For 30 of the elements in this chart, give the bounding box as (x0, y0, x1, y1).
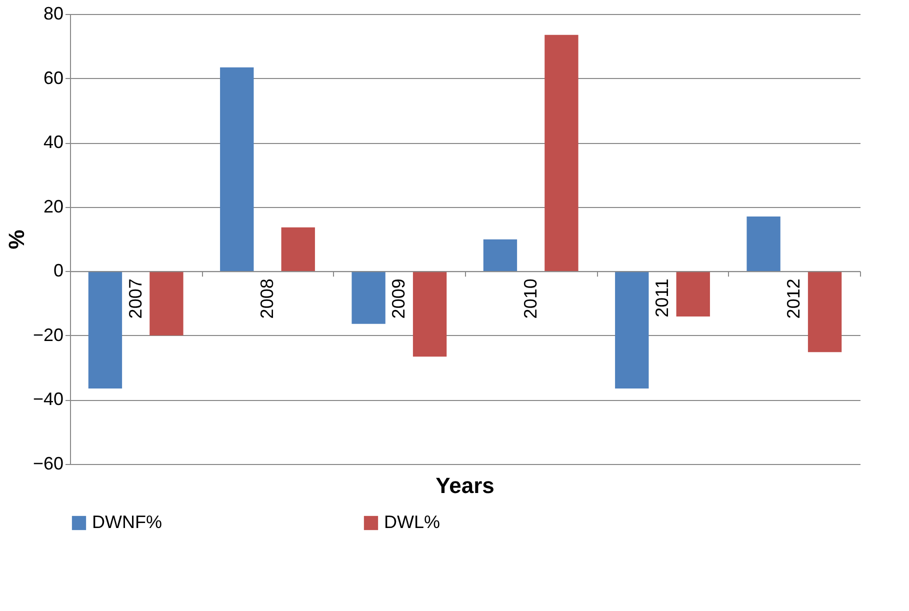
bar (88, 271, 122, 388)
x-tick-label: 2011 (652, 278, 672, 318)
bar (483, 239, 518, 272)
y-tick-label: −40 (32, 389, 64, 410)
bar (150, 271, 184, 336)
x-tick-label: 2008 (257, 278, 277, 319)
legend-label: DWNF% (92, 512, 162, 532)
x-tick-label: 2010 (520, 278, 540, 319)
y-tick-label: 20 (43, 196, 64, 216)
y-tick-label: 40 (43, 132, 64, 152)
x-axis-title: Years (436, 473, 494, 498)
x-tick-label: 2007 (125, 278, 146, 319)
bar (615, 271, 649, 388)
bar (412, 271, 447, 357)
legend-label: DWL% (384, 512, 440, 532)
bar (544, 34, 578, 272)
bar (281, 227, 315, 272)
y-tick-label: −20 (32, 324, 64, 345)
y-tick-label: 80 (43, 4, 64, 24)
bar (676, 271, 710, 316)
x-tick-label: 2009 (388, 278, 409, 319)
x-tick-label: 2012 (784, 278, 804, 319)
bar (220, 67, 254, 272)
bar (746, 216, 780, 272)
y-tick-label: 60 (43, 68, 64, 88)
bar (352, 271, 386, 324)
bar (808, 271, 842, 352)
y-axis-title: % (4, 230, 29, 250)
y-tick-label: −60 (32, 454, 64, 474)
y-tick-label: 0 (53, 260, 64, 281)
